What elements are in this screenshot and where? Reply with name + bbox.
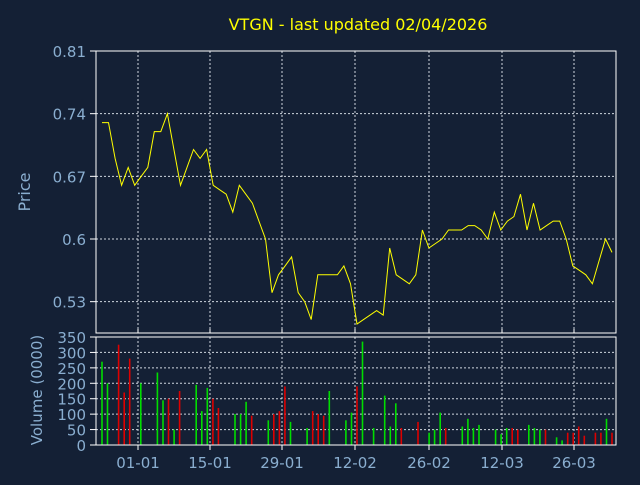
price-y-axis: 0.81 0.74 0.67 0.6 0.53: [53, 43, 96, 312]
volume-plot-border: [95, 336, 617, 446]
price-y-axis-label: Price: [15, 172, 34, 211]
volume-y-tick-label: 100: [57, 406, 86, 424]
volume-y-tick-label: 300: [57, 344, 86, 362]
price-line: [102, 111, 613, 325]
volume-x-axis: 01-01 15-01 29-01 12-02 26-02 12-03 26-03: [116, 445, 596, 472]
x-tick-label: 01-01: [116, 454, 160, 472]
x-tick-label: 26-03: [552, 454, 596, 472]
volume-y-tick-label: 0: [76, 437, 86, 455]
price-y-tick-label: 0.53: [53, 294, 86, 312]
volume-bars: [101, 341, 613, 445]
price-y-tick-label: 0.81: [53, 43, 86, 61]
price-y-tick-label: 0.74: [53, 106, 86, 124]
x-tick-label: 26-02: [407, 454, 451, 472]
x-tick-label: 15-01: [188, 454, 232, 472]
price-y-tick-label: 0.67: [53, 168, 86, 186]
volume-y-tick-label: 150: [57, 391, 86, 409]
x-tick-label: 12-03: [480, 454, 524, 472]
price-series: [102, 111, 613, 325]
volume-y-tick-label: 250: [57, 360, 86, 378]
price-x-ticks: [137, 329, 575, 333]
price-plot-border: [95, 50, 617, 334]
volume-gridlines: [96, 337, 616, 445]
chart-title: VTGN - last updated 02/04/2026: [229, 15, 488, 34]
price-panel: 0.81 0.74 0.67 0.6 0.53 Price: [15, 43, 617, 334]
volume-y-axis-label: Volume (0000): [28, 335, 46, 445]
x-tick-label: 29-01: [260, 454, 304, 472]
volume-y-tick-label: 200: [57, 375, 86, 393]
price-gridlines: [96, 50, 616, 333]
volume-y-tick-label: 350: [57, 329, 86, 347]
x-tick-label: 12-02: [333, 454, 377, 472]
price-y-tick-label: 0.6: [62, 231, 86, 249]
volume-y-tick-label: 50: [67, 422, 86, 440]
